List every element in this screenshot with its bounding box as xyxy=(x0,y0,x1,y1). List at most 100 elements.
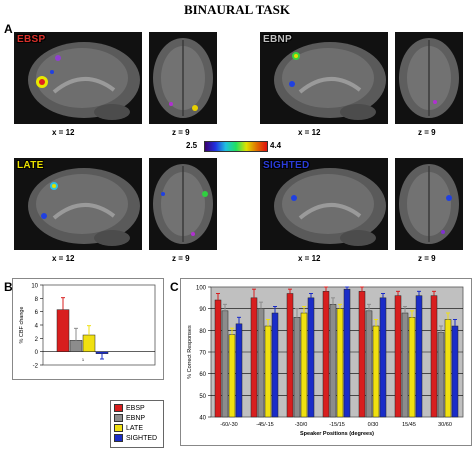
bar xyxy=(264,325,272,418)
legend-label: EBSP xyxy=(126,404,145,412)
sagittal-brain-image xyxy=(28,42,140,120)
condition-label: EBSP xyxy=(17,34,46,45)
condition-label: EBNP xyxy=(263,34,292,45)
x-tick-label: 0/30 xyxy=(368,422,379,428)
sagittal-coordinate: x = 12 xyxy=(52,254,75,263)
y-tick-label: 0 xyxy=(35,350,39,356)
sagittal-brain-image xyxy=(28,168,140,246)
panel-label-b: B xyxy=(4,280,13,294)
colorbar xyxy=(204,141,268,152)
sagittal-slice: SIGHTED xyxy=(260,158,388,250)
x-axis-label: Speaker Positions (degrees) xyxy=(300,431,374,437)
accuracy-chart-frame: 40 50 60 70 80 90 100 % Correct Responses -60/-3… xyxy=(180,278,472,446)
condition-label: LATE xyxy=(17,160,44,171)
cbf-chart: -2 0 2 4 6 8 10 % CBF change 1 xyxy=(19,284,156,370)
brain-panel-ebsp: EBSP x = 12 z = 9 xyxy=(14,32,218,142)
panel-label-c: C xyxy=(170,280,179,294)
y-axis-label: % CBF change xyxy=(19,307,25,344)
bar xyxy=(379,297,387,418)
bar xyxy=(271,312,279,418)
axial-brain-image xyxy=(153,164,213,244)
y-tick-label: 70 xyxy=(199,351,206,357)
y-tick-label: 80 xyxy=(199,329,206,335)
y-tick-label: 100 xyxy=(196,286,207,292)
x-tick-label: 15/45 xyxy=(402,422,416,428)
bar xyxy=(437,332,445,418)
y-tick-label: -2 xyxy=(33,364,39,370)
legend-item: LATE xyxy=(114,424,143,432)
y-tick-label: 2 xyxy=(35,337,39,343)
legend: EBSP EBNP LATE SIGHTED xyxy=(110,400,164,448)
x-tick-label: -60/-30 xyxy=(220,422,237,428)
bar xyxy=(228,334,236,418)
panel-label-a: A xyxy=(4,22,13,36)
y-tick-label: 4 xyxy=(35,324,39,330)
legend-swatch xyxy=(114,414,123,422)
bar xyxy=(82,334,96,352)
axial-brain-image xyxy=(153,38,213,118)
sagittal-slice: EBNP xyxy=(260,32,388,124)
sagittal-slice: EBSP xyxy=(14,32,142,124)
legend-label: LATE xyxy=(126,424,143,432)
figure-title: BINAURAL TASK xyxy=(183,2,291,17)
colorbar-max-label: 4.4 xyxy=(270,141,282,150)
sagittal-slice: LATE xyxy=(14,158,142,250)
bar xyxy=(343,288,351,418)
legend-swatch xyxy=(114,404,123,412)
bar xyxy=(235,323,243,418)
bar xyxy=(358,291,366,418)
y-tick-label: 6 xyxy=(35,310,39,316)
legend-item: EBNP xyxy=(114,414,145,422)
y-tick-label: 60 xyxy=(199,372,206,378)
bar xyxy=(322,291,330,418)
sagittal-coordinate: x = 12 xyxy=(298,128,321,137)
axial-coordinate: z = 9 xyxy=(172,254,190,263)
legend-label: SIGHTED xyxy=(126,434,158,442)
bar xyxy=(307,297,315,418)
y-tick-label: 50 xyxy=(199,394,206,400)
y-tick-label: 10 xyxy=(31,284,38,290)
brain-panel-sighted: SIGHTED x = 12 z = 9 xyxy=(260,158,464,268)
sagittal-coordinate: x = 12 xyxy=(52,128,75,137)
x-tick-label: -15/15 xyxy=(329,422,345,428)
axial-slice xyxy=(149,32,217,124)
bar xyxy=(329,304,337,418)
x-tick-label: 1 xyxy=(82,357,85,362)
bar xyxy=(372,325,380,418)
bar xyxy=(250,297,258,418)
bar xyxy=(365,310,373,418)
axial-brain-image xyxy=(399,164,459,244)
accuracy-chart: 40 50 60 70 80 90 100 % Correct Responses -60/-3… xyxy=(187,286,464,437)
legend-label: EBNP xyxy=(126,414,146,422)
axial-coordinate: z = 9 xyxy=(418,254,436,263)
bar xyxy=(56,309,70,352)
bar xyxy=(444,319,452,418)
bar xyxy=(257,308,265,418)
bar xyxy=(214,299,222,418)
axial-coordinate: z = 9 xyxy=(418,128,436,137)
bar xyxy=(69,340,83,352)
bar xyxy=(415,295,423,418)
y-axis-label: % Correct Responses xyxy=(187,325,193,379)
sagittal-brain-image xyxy=(274,168,386,246)
bar xyxy=(408,317,416,418)
bar xyxy=(95,351,109,354)
y-tick-label: 8 xyxy=(35,297,39,303)
legend-item: EBSP xyxy=(114,404,145,412)
x-tick-label: -45/-15 xyxy=(256,422,273,428)
legend-item: SIGHTED xyxy=(114,434,157,442)
sagittal-brain-image xyxy=(274,42,386,120)
colorbar-min-label: 2.5 xyxy=(186,141,198,150)
axial-slice xyxy=(395,32,463,124)
axial-slice xyxy=(149,158,217,250)
brain-panel-late: LATE x = 12 z = 9 xyxy=(14,158,218,268)
bar xyxy=(286,293,294,418)
bar xyxy=(336,308,344,418)
bar xyxy=(451,325,459,418)
bar xyxy=(221,310,229,418)
legend-swatch xyxy=(114,434,123,442)
bar xyxy=(401,312,409,418)
y-tick-label: 40 xyxy=(199,416,206,422)
bar xyxy=(293,317,301,418)
bar xyxy=(394,295,402,418)
